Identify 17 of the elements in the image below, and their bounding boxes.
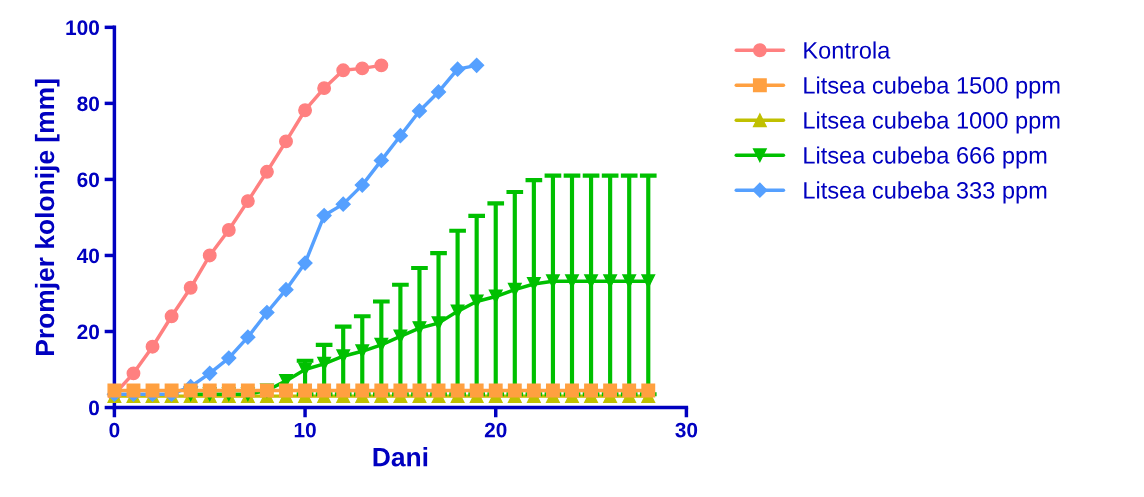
legend-label: Litsea cubeba 1000 ppm bbox=[804, 111, 1060, 134]
y-tick-label: 0 bbox=[89, 400, 99, 416]
y-tick-label: 80 bbox=[77, 96, 99, 112]
legend-label: Litsea cubeba 1500 ppm bbox=[804, 76, 1060, 99]
x-axis-title: Dani bbox=[373, 447, 428, 467]
legend-label: Litsea cubeba 666 ppm bbox=[804, 146, 1047, 169]
x-tick-label: 10 bbox=[294, 422, 316, 438]
y-tick-label: 40 bbox=[76, 248, 99, 264]
legend-label: Kontrola bbox=[804, 41, 891, 59]
y-tick-label: 20 bbox=[77, 324, 99, 340]
x-tick-label: 20 bbox=[484, 422, 507, 438]
y-tick-label: 100 bbox=[66, 20, 99, 36]
x-tick-label: 30 bbox=[675, 422, 698, 438]
y-tick-label: 60 bbox=[77, 172, 99, 188]
x-tick-label: 0 bbox=[109, 422, 120, 438]
legend-label: Litsea cubeba 333 ppm bbox=[804, 181, 1047, 204]
y-axis-title: Promjer kolonije [mm] bbox=[34, 79, 60, 355]
